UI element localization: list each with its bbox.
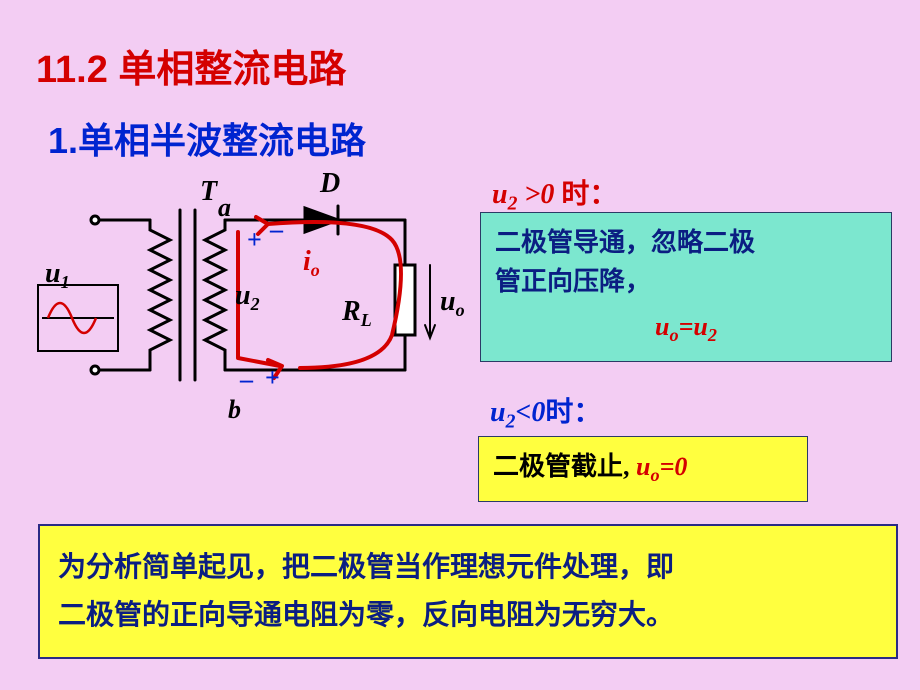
cond2-box: 二极管截止, uo=0 (478, 436, 808, 502)
subsection-title: 1.单相半波整流电路 (48, 112, 366, 164)
minus-top: – (269, 215, 284, 244)
plus-top: + (247, 225, 262, 254)
cond1-label: u2 >0 时： (492, 172, 617, 216)
label-a: a (218, 193, 231, 222)
label-b: b (228, 395, 241, 424)
circuit-diagram: T D a b u1 u2 RL uo io + – + – (20, 170, 470, 450)
label-uo: uo (440, 286, 465, 320)
subsection-text: 单相半波整流电路 (78, 120, 366, 161)
section-number: 11.2 (36, 49, 118, 91)
cond2-text-black: 二极管截止, (493, 452, 636, 481)
bottom-note: 为分析简单起见，把二极管当作理想元件处理，即 二极管的正向导通电阻为零，反向电阻… (38, 524, 898, 659)
section-title: 11.2 单相整流电路 (36, 38, 346, 93)
label-u1: u1 (45, 258, 70, 292)
label-u2: u2 (235, 280, 260, 314)
cond1-box: 二极管导通，忽略二极 管正向压降， uo=u2 (480, 212, 892, 362)
cond1-line2: 管正向压降， (495, 262, 877, 301)
cond1-eq: uo=u2 (495, 307, 877, 349)
minus-bot: – (239, 365, 254, 394)
plus-bot: + (265, 363, 280, 392)
bottom-line2: 二极管的正向导通电阻为零，反向电阻为无穷大。 (58, 592, 878, 640)
label-T: T (200, 176, 219, 207)
section-text: 单相整流电路 (118, 49, 346, 91)
cond2-label: u2<0时： (490, 390, 601, 434)
bottom-line1: 为分析简单起见，把二极管当作理想元件处理，即 (58, 544, 878, 592)
label-D: D (319, 170, 340, 199)
label-io: io (303, 246, 320, 280)
label-RL: RL (341, 296, 372, 330)
subsection-number: 1. (48, 120, 78, 161)
cond1-line1: 二极管导通，忽略二极 (495, 223, 877, 262)
